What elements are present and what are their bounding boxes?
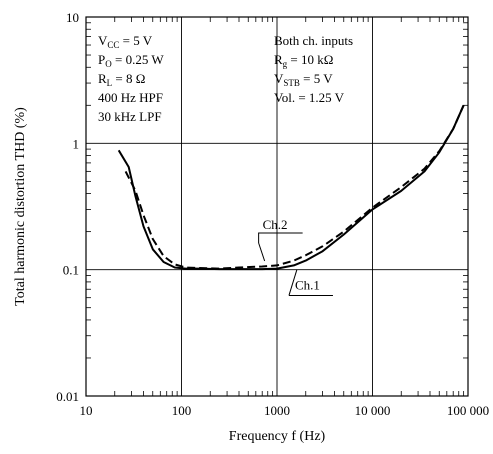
x-tick-label: 100 000 <box>447 403 489 418</box>
test-conditions-right: Both ch. inputs Rg = 10 kΩ VSTB = 5 V Vol. … <box>274 33 353 105</box>
y-tick-label: 1 <box>73 136 80 151</box>
y-axis-title: Total harmonic distortion THD (%) <box>13 107 28 306</box>
y-tick-label: 0.1 <box>63 263 79 278</box>
series-lines <box>117 104 465 271</box>
x-tick-label: 1000 <box>264 403 290 418</box>
series-line-ch1 <box>117 104 465 271</box>
x-axis-title: Frequency f (Hz) <box>229 429 326 444</box>
ch2-leader-line <box>258 242 266 262</box>
condition-line: VCC = 5 V <box>98 33 153 50</box>
ch2-label: Ch.2 <box>263 217 288 232</box>
series-line-ch2 <box>124 104 465 270</box>
condition-line: 30 kHz LPF <box>98 109 162 124</box>
condition-line: Rg = 10 kΩ <box>274 52 333 69</box>
condition-line: 400 Hz HPF <box>98 90 163 105</box>
ch1-leader-line <box>288 269 298 296</box>
condition-line: VSTB = 5 V <box>274 71 333 88</box>
plot-frame <box>85 16 469 397</box>
ch1-label: Ch.1 <box>295 277 320 292</box>
condition-line: Both ch. inputs <box>274 33 353 48</box>
ch2-leader-line <box>258 232 303 243</box>
minor-ticks <box>86 17 468 396</box>
condition-line: RL = 8 Ω <box>98 71 145 88</box>
y-tick-labels: 10 1 0.1 0.01 <box>56 10 79 404</box>
condition-line: Vol. = 1.25 V <box>274 90 345 105</box>
y-tick-label: 10 <box>66 10 79 25</box>
series-annotations: Ch.2 Ch.1 <box>258 217 333 296</box>
y-tick-label: 0.01 <box>56 389 79 404</box>
condition-line: PO = 0.25 W <box>98 52 164 69</box>
x-tick-label: 10 <box>80 403 93 418</box>
test-conditions-left: VCC = 5 V PO = 0.25 W RL = 8 Ω 400 Hz HPF 30… <box>98 33 164 124</box>
grid <box>86 17 468 396</box>
x-tick-labels: 10 100 1000 10 000 100 000 <box>80 403 490 418</box>
x-tick-label: 10 000 <box>355 403 391 418</box>
x-tick-label: 100 <box>172 403 192 418</box>
